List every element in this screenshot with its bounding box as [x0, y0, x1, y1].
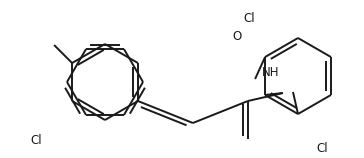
Text: NH: NH: [262, 66, 280, 79]
Text: O: O: [232, 30, 242, 43]
Text: Cl: Cl: [243, 12, 255, 24]
Text: Cl: Cl: [30, 134, 41, 146]
Text: Cl: Cl: [316, 142, 328, 155]
